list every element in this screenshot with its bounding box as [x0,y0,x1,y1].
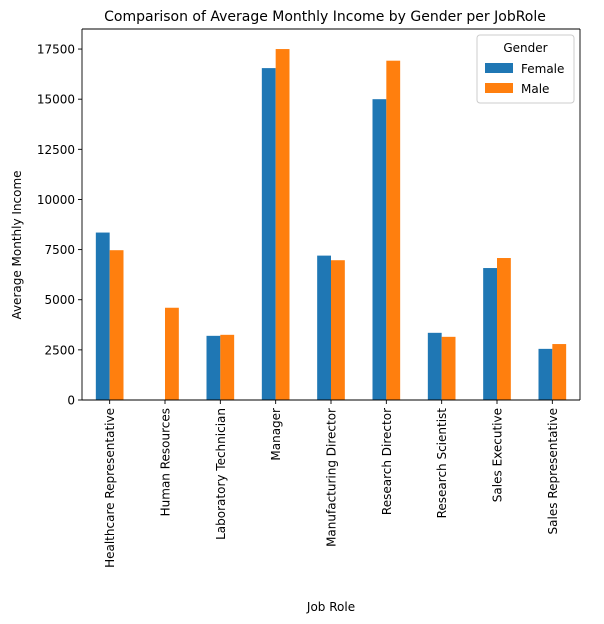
bar-male-2 [220,334,235,400]
x-tick-label: Research Director [380,408,394,515]
legend-swatch-female [485,63,513,73]
x-axis-ticks: Healthcare Representative Human Resources… [103,400,560,568]
bar-male-5 [386,60,401,400]
x-tick-label: Healthcare Representative [103,408,117,568]
y-tick-label: 15000 [37,93,75,107]
y-tick-label: 17500 [37,43,75,57]
legend: Gender Female Male [476,34,575,104]
bar-female-3 [261,68,276,401]
bar-male-7 [497,258,511,400]
legend-swatch-male [485,83,513,93]
x-tick-label: Manager [269,408,283,461]
chart-title: Comparison of Average Monthly Income by … [104,9,546,25]
legend-label-male: Male [521,82,549,96]
y-axis-label: Average Monthly Income [10,170,24,319]
bar-female-6 [427,332,442,400]
y-axis-ticks: 0 2500 5000 7500 10000 12500 15000 17500 [37,43,82,408]
bar-male-4 [331,260,345,400]
y-tick-label: 5000 [44,293,75,307]
legend-label-female: Female [521,62,564,76]
x-tick-label: Human Resources [159,408,173,516]
bar-male-6 [441,336,456,400]
y-tick-label: 7500 [44,243,75,257]
x-tick-label: Sales Executive [491,408,505,502]
x-axis-label: Job Role [306,600,355,614]
bar-female-2 [206,335,221,400]
legend-title: Gender [503,41,547,55]
bar-female-5 [372,99,387,400]
x-tick-label: Manufacturing Director [325,408,339,547]
y-tick-label: 10000 [37,193,75,207]
y-tick-label: 12500 [37,143,75,157]
bar-male-8 [552,344,567,400]
bar-female-4 [317,255,331,400]
y-tick-label: 0 [67,394,75,408]
y-tick-label: 2500 [44,343,75,357]
bars [95,49,567,401]
bar-male-3 [275,49,290,401]
x-tick-label: Research Scientist [435,408,449,519]
bar-male-0 [109,250,124,400]
bar-female-7 [483,268,497,400]
x-tick-label: Sales Representative [546,408,560,534]
x-tick-label: Laboratory Technician [214,408,228,540]
bar-female-0 [95,232,110,400]
bar-male-1 [165,307,179,400]
bar-female-8 [538,348,553,400]
